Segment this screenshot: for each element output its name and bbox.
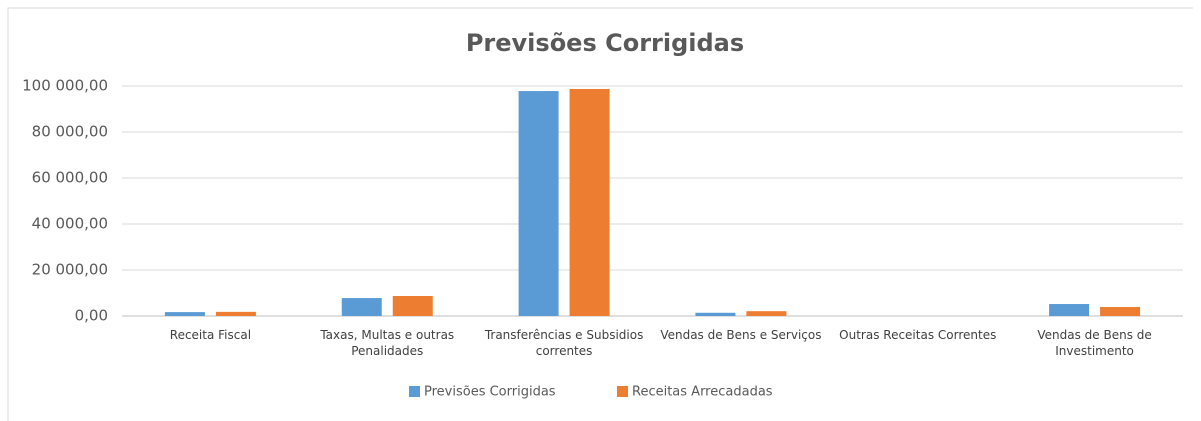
y-tick-label: 100 000,00 — [22, 77, 108, 95]
chart-title: Previsões Corrigidas — [466, 29, 744, 57]
x-tick-label: Transferências e Subsidios correntes — [484, 328, 644, 358]
y-tick-label: 60 000,00 — [32, 169, 108, 187]
x-tick-label: Vendas de Bens de Investimento — [1037, 328, 1152, 358]
bar — [1049, 304, 1090, 316]
bar — [341, 298, 382, 316]
bar — [164, 312, 205, 316]
y-tick-label: 80 000,00 — [32, 123, 108, 141]
y-tick-label: 20 000,00 — [32, 261, 108, 279]
bar — [392, 295, 433, 316]
x-tick-label: Vendas de Bens e Serviços — [660, 328, 822, 342]
bar — [1100, 307, 1141, 316]
x-tick-label: Outras Receitas Correntes — [839, 328, 997, 342]
x-tick-label: Taxas, Multas e outras Penalidades — [320, 328, 455, 358]
chart-border — [7, 7, 1193, 421]
bar — [746, 311, 787, 316]
legend-label: Receitas Arrecadadas — [632, 385, 773, 400]
bar — [695, 312, 736, 316]
legend-label: Previsões Corrigidas — [424, 385, 556, 400]
bar — [215, 311, 256, 316]
y-tick-label: 0,00 — [75, 307, 108, 325]
bar — [518, 91, 559, 316]
x-tick-label: Receita Fiscal — [169, 328, 252, 342]
bar — [569, 88, 610, 317]
y-tick-label: 40 000,00 — [32, 215, 108, 233]
legend-swatch — [617, 386, 628, 397]
legend-swatch — [409, 386, 420, 397]
